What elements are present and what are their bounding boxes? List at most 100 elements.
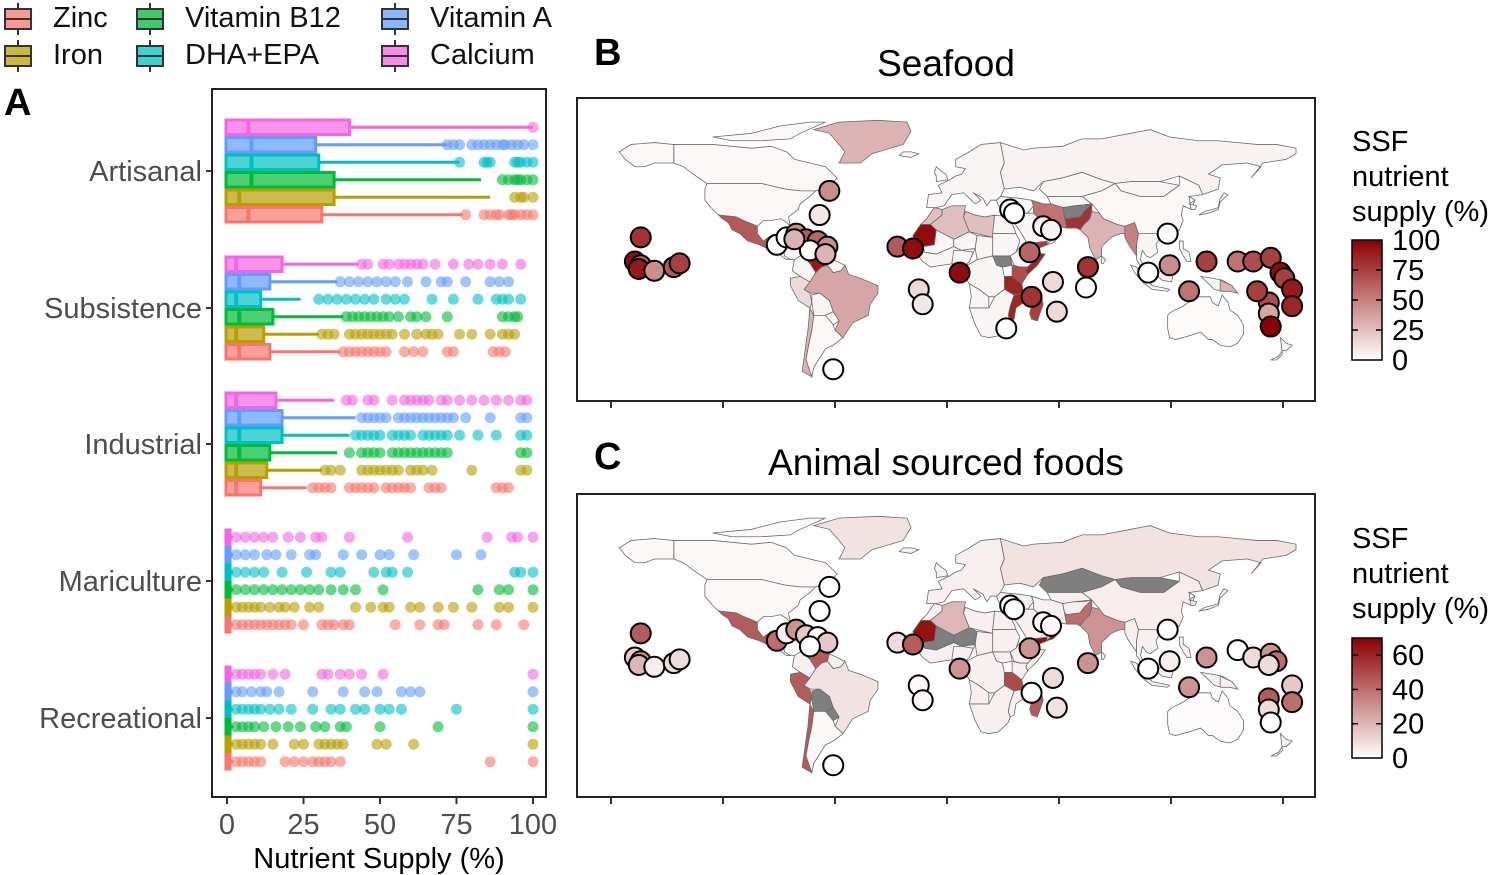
outlier-point [398,346,410,358]
fishery-point [1041,270,1064,293]
box-vitamin-a [224,546,487,564]
outlier-point [472,619,484,631]
legend-label-vitamin-a: Vitamin A [430,2,552,34]
outlier-point [521,464,533,476]
country-korea [1188,591,1198,606]
outlier-point [426,464,438,476]
panel-c-letter: C [594,436,622,478]
fishery-point [1075,276,1097,299]
box-iqr [224,308,275,326]
outlier-point [447,346,459,358]
outlier-point [527,191,539,203]
outlier-point [356,668,368,680]
outlier-point [359,293,371,305]
fishery-point [1040,614,1062,637]
outlier-point [249,584,261,596]
country-libya [963,210,996,238]
outlier-point [325,703,337,715]
group-recreational [224,665,539,771]
fishery-point [1003,598,1026,621]
outlier-point [294,721,306,733]
outlier-point [313,584,325,596]
x-tick-label: 25 [287,809,319,841]
box-iqr [224,325,266,343]
outlier-point [460,412,472,424]
country-united-states [704,579,817,624]
outlier-point [334,276,346,288]
box-calcium [224,118,539,136]
colorbar-tick-label: 0 [1392,743,1408,775]
outlier-point [484,412,496,424]
outlier-point [386,394,398,406]
fishery-point [1178,280,1201,303]
outlier-point [310,721,322,733]
outlier-point [395,703,407,715]
outlier-point [340,721,352,733]
outlier-point [255,738,267,750]
outlier-point [307,703,319,715]
country-japan [1198,588,1229,612]
box-iqr [224,444,272,462]
outlier-point [270,721,282,733]
outlier-point [472,293,484,305]
box-iqr [224,409,284,427]
outlier-point [405,601,417,613]
outlier-point [343,668,355,680]
outlier-point [460,276,472,288]
panel-a-letter: A [4,82,32,124]
outlier-point [435,482,447,494]
box-iqr [224,118,351,136]
outlier-point [503,394,515,406]
outlier-point [484,756,496,768]
outlier-point [371,276,383,288]
outlier-point [392,464,404,476]
outlier-point [383,311,395,323]
outlier-point [267,738,279,750]
outlier-point [395,686,407,698]
outlier-point [343,531,355,543]
outlier-point [527,668,539,680]
outlier-point [447,601,459,613]
outlier-point [466,394,478,406]
box-calcium [224,391,533,409]
outlier-point [432,328,444,340]
outlier-point [447,412,459,424]
outlier-point [258,584,270,596]
outlier-point [380,412,392,424]
panel-c-map [576,493,1316,804]
outlier-point [261,686,273,698]
outlier-point [512,311,524,323]
box-zinc [224,206,539,224]
outlier-point [365,601,377,613]
fishery-point [995,317,1018,340]
outlier-point [258,566,270,578]
outlier-point [343,447,355,459]
box-vitamin-b12 [224,581,539,599]
fishery-point [1242,250,1265,273]
outlier-point [454,394,466,406]
outlier-point [304,601,316,613]
legend-label-dha-epa: DHA+EPA [185,39,320,71]
country-china [1081,175,1204,238]
country-papua-new-guinea [1219,279,1239,294]
outlier-point [402,276,414,288]
fishery-point [808,600,831,623]
fishery-point [948,657,971,680]
outlier-point [389,293,401,305]
outlier-point [288,738,300,750]
outlier-point [398,328,410,340]
fishery-point [629,226,652,249]
max-point [527,121,539,133]
outlier-point [405,429,417,441]
outlier-point [515,566,527,578]
outlier-point [503,276,515,288]
outlier-point [264,601,276,613]
country-uk [933,562,949,579]
outlier-point [417,464,429,476]
legend-key-vitamin-a [380,3,410,35]
outlier-point [454,139,466,151]
outlier-point [288,601,300,613]
outlier-point [493,276,505,288]
fishery-point [798,635,821,658]
